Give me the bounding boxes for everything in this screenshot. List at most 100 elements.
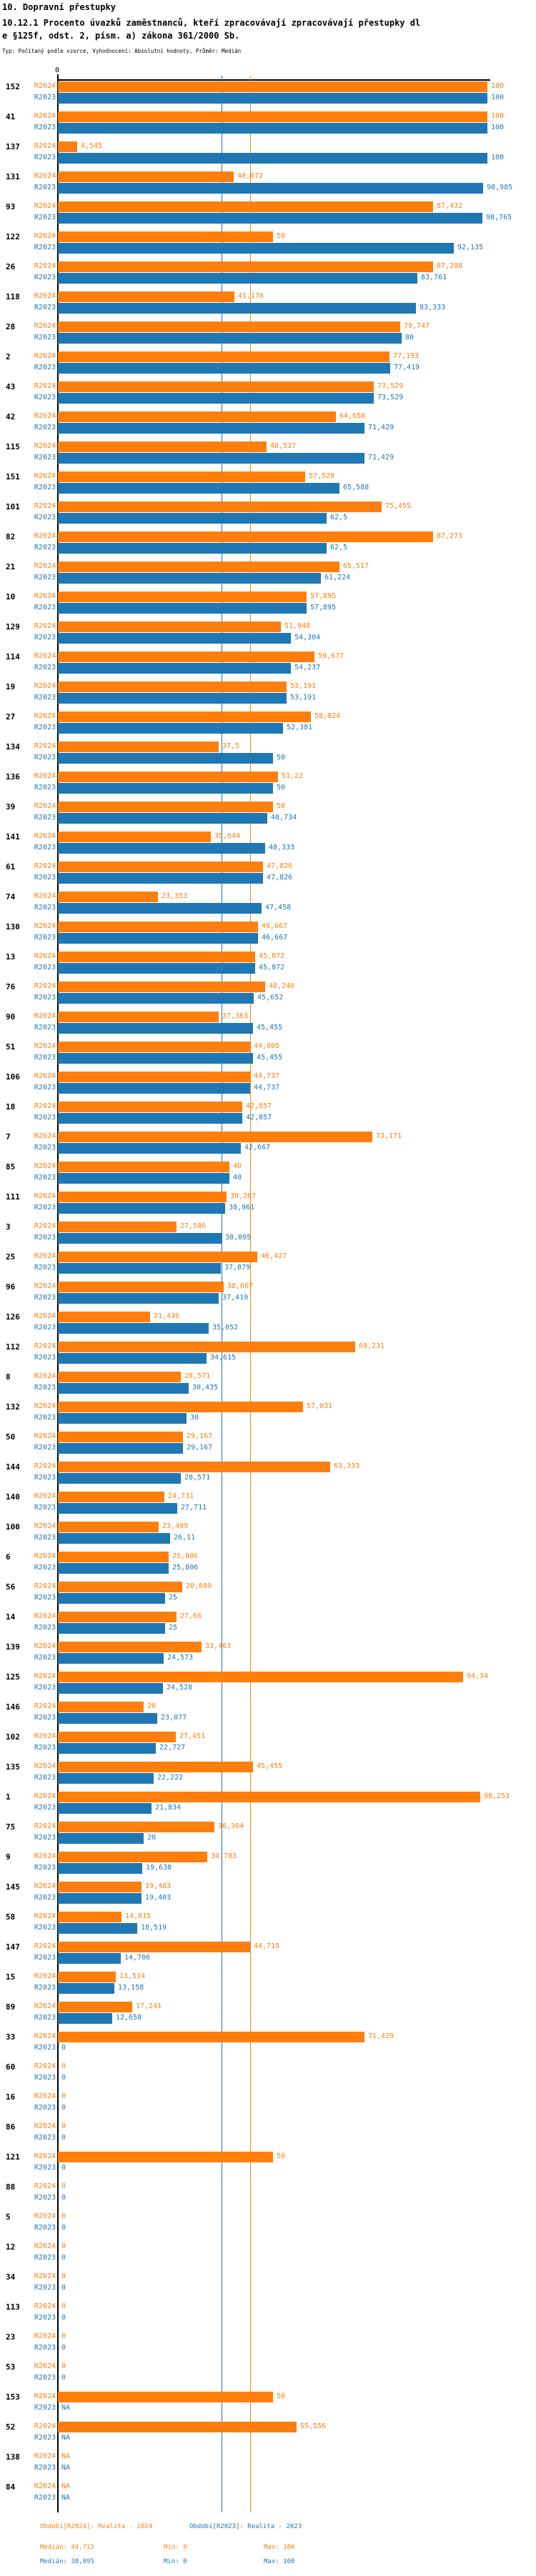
category-label: 61 — [6, 862, 16, 872]
category-label: 138 — [6, 2452, 20, 2462]
category-label: 136 — [6, 772, 20, 782]
series-label-r2023: R2023 — [34, 964, 56, 972]
bar-r2023 — [58, 1233, 222, 1244]
row-group-10: 10 R2024 57,895 R2023 57,895 — [0, 591, 536, 621]
series-label-r2023: R2023 — [34, 2434, 56, 2442]
bar-r2023 — [58, 93, 487, 104]
value-label-r2023: 44,737 — [254, 1084, 280, 1092]
bar-r2024 — [58, 922, 258, 932]
bar-r2024 — [58, 1282, 224, 1292]
bar-r2023 — [58, 603, 307, 614]
chart-subtitle-line1: 10.12.1 Procento úvazků zaměstnanců, kte… — [2, 18, 421, 28]
series-label-r2023: R2023 — [34, 1054, 56, 1062]
bar-r2023 — [58, 543, 327, 554]
bar-r2023 — [58, 1563, 169, 1574]
bar-r2024 — [58, 982, 265, 992]
row-group-146: 146 R2024 20 R2023 23,077 — [0, 1702, 536, 1732]
value-label-r2024: 46,427 — [261, 1252, 287, 1260]
category-label: 151 — [6, 472, 20, 481]
bar-r2024 — [58, 261, 433, 272]
value-label-r2024: 51,22 — [282, 772, 304, 780]
value-label-r2024: 0 — [61, 2092, 66, 2100]
bar-r2024 — [58, 111, 487, 122]
series-label-r2023: R2023 — [34, 1384, 56, 1392]
row-group-6: 6 R2024 25,806 R2023 25,806 — [0, 1552, 536, 1582]
series-label-r2023: R2023 — [34, 754, 56, 762]
series-label-r2023: R2023 — [34, 304, 56, 311]
category-label: 74 — [6, 892, 16, 902]
value-label-r2024: 36,364 — [218, 1822, 244, 1830]
bar-r2023 — [58, 633, 291, 644]
value-label-r2024: 87,432 — [437, 202, 463, 210]
value-label-r2023: 47,458 — [265, 904, 292, 912]
category-label: 118 — [6, 292, 20, 301]
row-group-58: 58 R2024 14,815 R2023 18,519 — [0, 1912, 536, 1942]
bar-r2024 — [58, 291, 234, 302]
category-label: 121 — [6, 2152, 20, 2162]
series-label-r2024: R2024 — [34, 1192, 56, 1200]
series-label-r2024: R2024 — [34, 1252, 56, 1260]
series-label-r2023: R2023 — [34, 2374, 56, 2382]
bar-r2023 — [58, 933, 258, 944]
value-label-r2024: 50 — [277, 802, 286, 810]
value-label-r2023: 22,222 — [157, 1774, 184, 1782]
bar-r2024 — [58, 1342, 355, 1352]
series-label-r2024: R2024 — [34, 1882, 56, 1890]
value-label-r2023: 54,304 — [294, 634, 321, 641]
category-label: 112 — [6, 1342, 20, 1352]
bar-r2023 — [58, 1773, 154, 1784]
legend-median-r2023: Medián: 38,095 — [40, 2558, 94, 2565]
series-label-r2024: R2024 — [34, 2092, 56, 2100]
series-label-r2024: R2024 — [34, 2272, 56, 2280]
series-label-r2024: R2024 — [34, 982, 56, 990]
series-label-r2024: R2024 — [34, 1522, 56, 1530]
series-label-r2024: R2024 — [34, 922, 56, 930]
value-label-r2024: 51,948 — [284, 622, 311, 630]
value-label-r2023: 25 — [169, 1624, 178, 1632]
value-label-r2023: 0 — [61, 2134, 66, 2142]
row-group-26: 26 R2024 87,288 R2023 83,761 — [0, 261, 536, 291]
value-label-r2024: 14,815 — [125, 1912, 152, 1920]
legend-median-r2024: Medián: 44,715 — [40, 2544, 94, 2551]
value-label-r2024: 44,805 — [254, 1042, 280, 1050]
series-label-r2024: R2024 — [34, 2482, 56, 2490]
value-label-r2023: 61,224 — [324, 574, 351, 581]
value-label-r2023: 45,872 — [259, 964, 285, 972]
value-label-r2023: 12,658 — [116, 2014, 142, 2022]
series-label-r2024: R2024 — [34, 322, 56, 330]
series-label-r2024: R2024 — [34, 1762, 56, 1770]
row-group-137: 137 R2024 4,545 R2023 100 — [0, 141, 536, 171]
bar-r2024 — [58, 892, 158, 902]
category-label: 132 — [6, 1402, 20, 1412]
bar-r2024 — [58, 1402, 303, 1412]
value-label-r2024: 47,826 — [267, 862, 293, 870]
row-group-115: 115 R2024 48,537 R2023 71,429 — [0, 441, 536, 471]
series-label-r2024: R2024 — [34, 292, 56, 300]
category-label: 134 — [6, 742, 20, 752]
series-label-r2024: R2024 — [34, 1492, 56, 1500]
row-group-16: 16 R2024 0 R2023 0 — [0, 2092, 536, 2122]
series-label-r2023: R2023 — [34, 814, 56, 822]
row-group-76: 76 R2024 48,246 R2023 45,652 — [0, 982, 536, 1012]
value-label-r2024: 71,429 — [368, 2032, 394, 2040]
value-label-r2023: 29,167 — [187, 1444, 213, 1452]
value-label-r2023: 65,588 — [343, 484, 369, 491]
bar-r2024 — [58, 862, 263, 872]
category-label: 39 — [6, 802, 16, 812]
bar-r2023 — [58, 1983, 114, 1994]
bar-r2023 — [58, 183, 483, 194]
row-group-121: 121 R2024 50 R2023 0 — [0, 2152, 536, 2182]
bar-r2024 — [58, 772, 278, 782]
row-group-151: 151 R2024 57,528 R2023 65,588 — [0, 471, 536, 501]
series-label-r2024: R2024 — [34, 712, 56, 720]
value-label-r2024: 48,537 — [270, 442, 297, 450]
bar-r2023 — [58, 1713, 157, 1724]
series-label-r2024: R2024 — [34, 562, 56, 570]
value-label-r2024: 94,34 — [467, 1672, 489, 1680]
category-label: 93 — [6, 202, 16, 211]
series-label-r2024: R2024 — [34, 2002, 56, 2010]
series-label-r2023: R2023 — [34, 484, 56, 491]
series-label-r2023: R2023 — [34, 2284, 56, 2292]
series-label-r2024: R2024 — [34, 1672, 56, 1680]
row-group-102: 102 R2024 27,451 R2023 22,727 — [0, 1732, 536, 1762]
